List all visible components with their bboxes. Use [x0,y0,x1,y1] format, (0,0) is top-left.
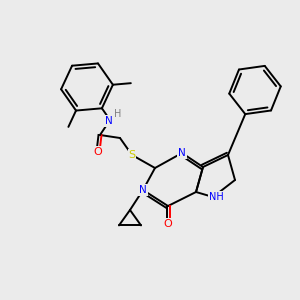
Text: N: N [178,148,186,158]
Text: H: H [114,109,122,119]
Text: O: O [94,147,102,157]
Text: N: N [105,116,113,126]
Text: NH: NH [208,192,224,202]
Text: O: O [164,219,172,229]
Text: S: S [128,150,136,160]
Text: N: N [139,185,147,195]
